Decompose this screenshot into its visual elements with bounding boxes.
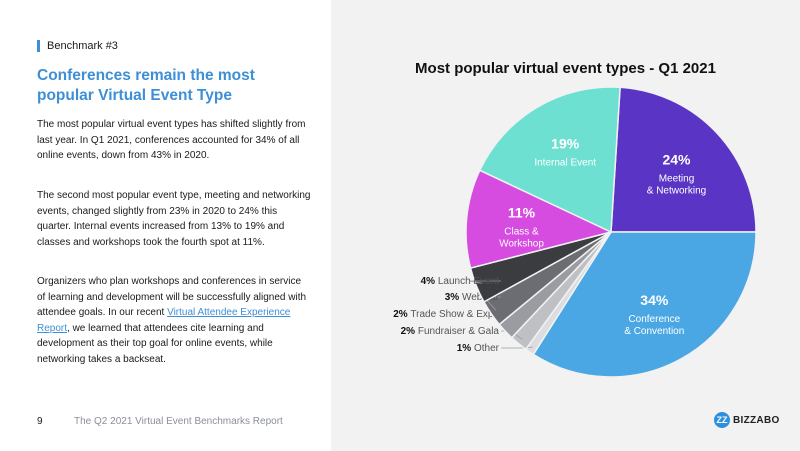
slice-text-class-and-workshop-0: Class & [504, 227, 539, 238]
logo-mark-icon: ZZ [714, 412, 730, 428]
slice-label-other: 1% Other [457, 343, 500, 354]
slice-pct-class-and-workshop: 11% [508, 205, 536, 221]
slice-label-class-and-workshop: 11% Class &Workshop [499, 205, 544, 250]
slice-pct-internal-event: 19% [551, 136, 580, 152]
slice-label-internal-event: 19% Internal Event [534, 136, 596, 169]
slice-text-conference-and-convention-1: & Convention [624, 326, 684, 337]
leader-line-other [501, 346, 533, 349]
slice-class-and-workshop [465, 169, 614, 269]
page-title: Conferences remain the most popular Virt… [37, 67, 255, 104]
pie-chart: 24% Meeting& Networking 34% Conference& Con… [393, 86, 757, 378]
slice-pct-meeting-and-networking: 24% [662, 152, 691, 168]
logo-text: BIZZABO [733, 414, 780, 426]
slice-label-conference-and-convention: 34% Conference& Convention [624, 292, 684, 337]
paragraph-3: Organizers who plan workshops and confer… [37, 274, 312, 368]
paragraph-1: The most popular virtual event types has… [37, 119, 306, 162]
attendee-report-link[interactable]: Virtual Attendee Experience Report [37, 307, 291, 334]
paragraph-3-text-b: , we learned that attendees cite learnin… [37, 322, 273, 365]
report-title: The Q2 2021 Virtual Event Benchmarks Rep… [74, 416, 283, 427]
slice-text-class-and-workshop-1: Workshop [499, 239, 544, 250]
page-number: 9 [37, 416, 43, 427]
slice-label-webinar: 3% Webinar [445, 292, 500, 303]
benchmark-tag: Benchmark #3 [37, 40, 118, 52]
slice-text-meeting-and-networking-1: & Networking [647, 186, 706, 197]
paragraph-2: The second most popular event type, meet… [37, 190, 311, 248]
slice-meeting-and-networking [610, 86, 757, 233]
slice-label-trade-show-and-expo: 2% Trade Show & Expo [393, 309, 499, 320]
slice-text-internal-event-0: Internal Event [534, 158, 596, 169]
leader-line-launch-event [469, 280, 501, 284]
slice-internal-event [478, 86, 621, 234]
slice-label-meeting-and-networking: 24% Meeting& Networking [647, 152, 706, 197]
slice-label-fundraiser-and-gala: 2% Fundraiser & Gala [401, 326, 500, 337]
tag-accent-bar [37, 40, 40, 52]
chart-title: Most popular virtual event types - Q1 20… [415, 60, 716, 77]
slice-label-launch-event: 4% Launch Event [421, 276, 500, 287]
paragraph-3-text-a: Organizers who plan workshops and confer… [37, 276, 307, 319]
slice-text-conference-and-convention-0: Conference [628, 314, 680, 325]
slice-pct-conference-and-convention: 34% [640, 292, 669, 308]
benchmark-tag-label: Benchmark #3 [47, 40, 118, 52]
slice-conference-and-convention [532, 231, 757, 378]
bizzabo-logo: ZZ BIZZABO [714, 412, 780, 428]
slice-text-meeting-and-networking-0: Meeting [659, 174, 695, 185]
text-panel: Benchmark #3 Conferences remain the most… [0, 0, 331, 451]
